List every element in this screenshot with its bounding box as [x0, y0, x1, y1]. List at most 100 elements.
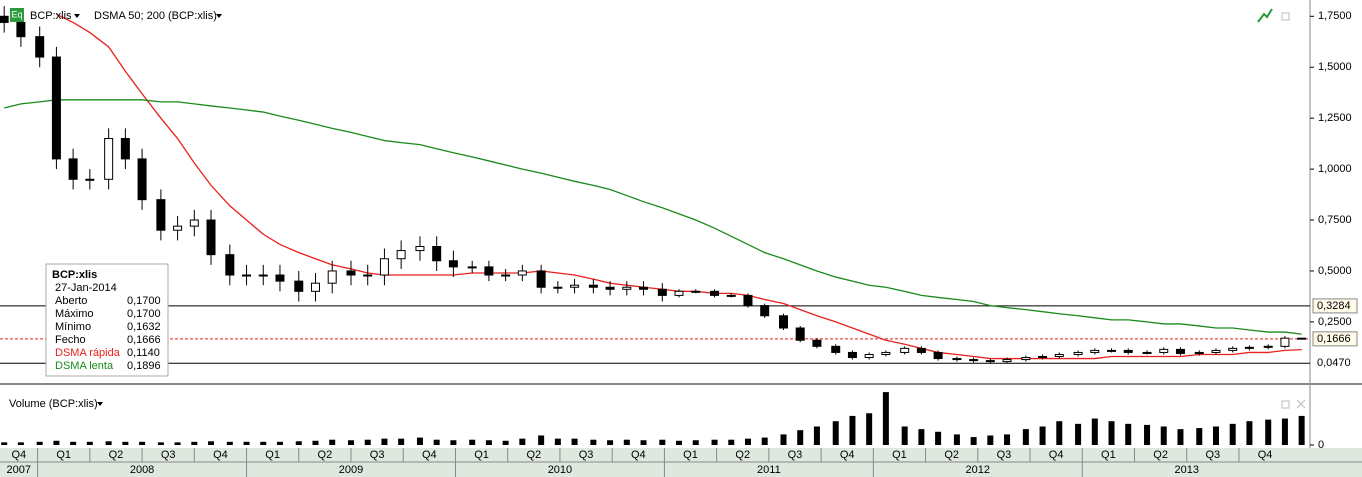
candle-body: [16, 21, 26, 38]
y-tick-label: 0,7500: [1318, 214, 1352, 226]
candle-body: [484, 266, 494, 276]
volume-bar: [519, 438, 526, 445]
dropdown-arrow[interactable]: [97, 402, 103, 406]
candle-body: [726, 294, 736, 297]
volume-bar: [208, 441, 215, 445]
candle-body: [1038, 356, 1048, 359]
volume-bar: [1125, 423, 1132, 445]
candle-body: [206, 219, 216, 256]
info-label: DSMA lenta: [55, 360, 114, 372]
quarter-label: Q2: [526, 449, 541, 461]
dropdown-arrow[interactable]: [74, 14, 80, 18]
volume-bar: [485, 440, 492, 445]
volume-bar: [728, 439, 735, 445]
volume-bar: [1298, 415, 1305, 445]
quarter-label: Q4: [213, 449, 228, 461]
candle-body: [778, 315, 788, 329]
candle-body: [657, 288, 667, 296]
icon: [10, 8, 24, 22]
close-icon[interactable]: [1296, 399, 1306, 409]
quarter-label: Q3: [579, 449, 594, 461]
volume-bar: [53, 440, 60, 445]
candle-body: [327, 270, 337, 284]
quarter-label: Q1: [1101, 449, 1116, 461]
volume-bar: [348, 440, 355, 445]
quarter-label: Q1: [474, 449, 489, 461]
candle-body: [432, 246, 442, 262]
maximize-icon[interactable]: [1281, 400, 1290, 409]
candle-body: [710, 290, 720, 296]
volume-bar: [243, 441, 250, 445]
volume-bar: [364, 439, 371, 445]
level-label: 0,1666: [1317, 333, 1351, 345]
volume-bar: [469, 439, 476, 445]
quarter-label: Q2: [735, 449, 750, 461]
volume-bar: [433, 439, 440, 445]
y-tick-label: 1,7500: [1318, 10, 1352, 22]
volume-bar: [1, 442, 8, 445]
candle-body: [795, 327, 805, 341]
volume-bar: [659, 439, 666, 445]
candle-body: [517, 270, 527, 276]
candle-body: [1073, 351, 1083, 355]
info-value: 0,1632: [127, 321, 161, 333]
quarter-label: Q3: [997, 449, 1012, 461]
volume-bar: [1177, 429, 1184, 445]
volume-bar: [676, 440, 683, 445]
info-rows: Aberto 0,1700 Máximo 0,1700 Mínimo 0,1632 Fech…: [55, 295, 161, 372]
quarter-label: Q2: [1153, 449, 1168, 461]
volume-bar: [1075, 423, 1082, 445]
trend-icon[interactable]: [1257, 8, 1273, 23]
candle-body: [0, 15, 9, 23]
y-tick-label: 0,5000: [1318, 265, 1352, 277]
candle-body: [1054, 353, 1064, 358]
year-label: 2011: [757, 464, 781, 476]
candle-body: [242, 274, 252, 277]
candle-body: [570, 284, 580, 288]
volume-bar: [1212, 426, 1219, 445]
candle-body: [639, 286, 649, 290]
candle-body: [501, 274, 511, 277]
volume-bar: [1246, 421, 1253, 445]
volume-bar: [571, 438, 578, 445]
volume-title[interactable]: Volume (BCP:xlis): [9, 398, 98, 410]
candle-body: [1228, 347, 1238, 351]
candle-body: [85, 178, 95, 181]
candle-body: [379, 258, 389, 276]
maximize-icon[interactable]: [1281, 12, 1290, 21]
info-title: BCP:xlis: [52, 269, 97, 281]
indicator[interactable]: DSMA 50; 200 (BCP:xlis): [94, 10, 217, 22]
dropdown-arrow[interactable]: [216, 14, 222, 18]
icon-label: Eq: [11, 9, 22, 19]
candle-body: [137, 158, 147, 201]
candle-body: [622, 286, 632, 290]
volume-bar: [276, 441, 283, 445]
candle-body: [674, 290, 684, 296]
candle-body: [363, 274, 373, 277]
info-label: Máximo: [55, 308, 94, 320]
candle-body: [448, 260, 458, 268]
quarter-label: Q2: [944, 449, 959, 461]
candle-body: [1297, 337, 1307, 340]
candle-body: [691, 290, 701, 293]
candle-body: [1090, 349, 1100, 353]
candle-body: [553, 286, 563, 289]
volume-bar: [935, 431, 942, 445]
v-tick-label: 0: [1318, 439, 1324, 451]
candle-body: [536, 270, 546, 288]
symbol[interactable]: BCP:xlis: [30, 10, 72, 22]
info-box-frame: [45, 263, 169, 377]
candle-body: [1211, 349, 1221, 353]
year-label: 2012: [966, 464, 990, 476]
volume-bar: [832, 421, 839, 445]
volume-bar: [970, 437, 977, 445]
volume-bar: [105, 441, 112, 445]
quarter-label: Q4: [840, 449, 855, 461]
volume-bar: [295, 441, 302, 445]
volume-bar: [953, 434, 960, 445]
candle-body: [258, 274, 268, 277]
candle-body: [900, 347, 910, 353]
candle-body: [588, 284, 598, 288]
y-tick-label: 1,5000: [1318, 61, 1352, 73]
candle-body: [396, 250, 406, 260]
